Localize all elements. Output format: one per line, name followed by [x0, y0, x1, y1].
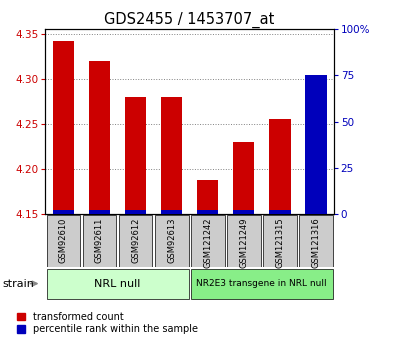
Bar	[305, 79, 327, 214]
Text: GSM92610: GSM92610	[59, 218, 68, 263]
FancyBboxPatch shape	[118, 215, 152, 267]
Bar	[125, 210, 146, 214]
Bar	[269, 119, 290, 214]
Bar	[161, 210, 182, 214]
FancyBboxPatch shape	[47, 215, 81, 267]
Bar	[125, 97, 146, 214]
Text: GSM92611: GSM92611	[95, 218, 104, 263]
Bar	[53, 210, 74, 214]
Bar	[197, 180, 218, 214]
Text: strain: strain	[2, 279, 34, 288]
Bar	[89, 210, 110, 214]
FancyBboxPatch shape	[191, 269, 333, 298]
Bar	[53, 41, 74, 214]
Text: GDS2455 / 1453707_at: GDS2455 / 1453707_at	[104, 12, 275, 28]
Bar	[305, 76, 327, 214]
Text: GSM121249: GSM121249	[239, 218, 248, 268]
Text: GSM121316: GSM121316	[311, 218, 320, 268]
Text: NR2E3 transgene in NRL null: NR2E3 transgene in NRL null	[196, 279, 327, 288]
FancyBboxPatch shape	[47, 269, 188, 298]
Text: GSM92613: GSM92613	[167, 218, 176, 263]
Bar	[233, 210, 254, 214]
Bar	[197, 210, 218, 214]
FancyBboxPatch shape	[154, 215, 188, 267]
Legend: transformed count, percentile rank within the sample: transformed count, percentile rank withi…	[17, 312, 198, 334]
Bar	[233, 142, 254, 214]
Text: GSM121315: GSM121315	[275, 218, 284, 268]
Text: GSM121242: GSM121242	[203, 218, 212, 268]
Bar	[269, 210, 290, 214]
Text: GSM92612: GSM92612	[131, 218, 140, 263]
FancyBboxPatch shape	[299, 215, 333, 267]
FancyBboxPatch shape	[191, 215, 225, 267]
Bar	[161, 97, 182, 214]
FancyBboxPatch shape	[227, 215, 261, 267]
Text: NRL null: NRL null	[94, 279, 141, 289]
Bar	[89, 61, 110, 214]
FancyBboxPatch shape	[263, 215, 297, 267]
FancyBboxPatch shape	[83, 215, 117, 267]
